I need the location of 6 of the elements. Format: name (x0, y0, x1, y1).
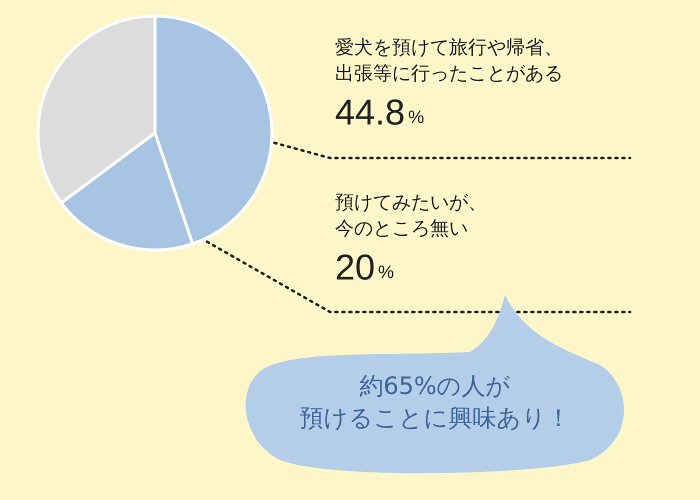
text: 約65%の人が (359, 372, 511, 400)
slice-label: 預けてみたいが、今のところ無い (335, 192, 487, 240)
data-label: 44.8% (335, 92, 424, 132)
slice-label: 愛犬を預けて旅行や帰省、出張等に行ったことがある (335, 38, 563, 84)
data-label: 20% (335, 246, 394, 288)
text: 預けることに興味あり！ (300, 404, 570, 432)
